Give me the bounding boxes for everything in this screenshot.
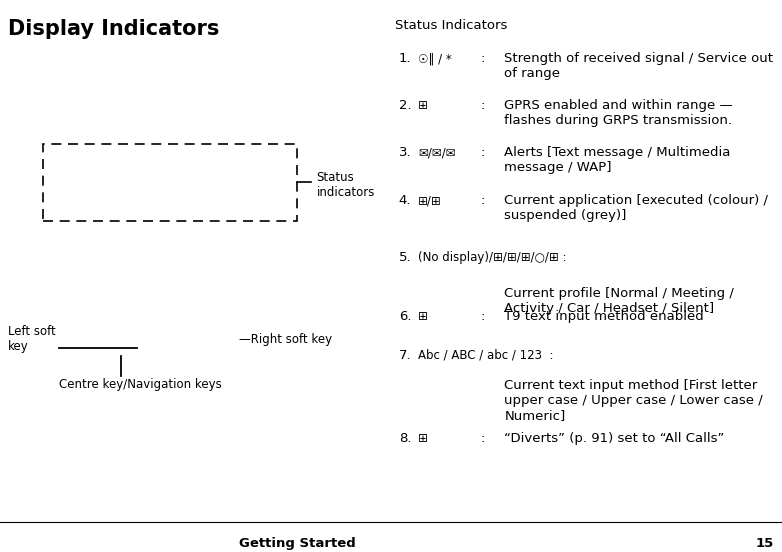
Text: 7.: 7. xyxy=(399,349,411,362)
Text: Strength of received signal / Service out
of range: Strength of received signal / Service ou… xyxy=(504,52,773,81)
Text: ⊞: ⊞ xyxy=(418,432,429,445)
Text: 5.: 5. xyxy=(399,251,411,264)
Text: ✉/✉/✉: ✉/✉/✉ xyxy=(418,146,456,160)
Text: :: : xyxy=(481,310,486,323)
Text: (No display)/⊞/⊞/⊞/○/⊞ :: (No display)/⊞/⊞/⊞/○/⊞ : xyxy=(418,251,567,264)
Text: 8.: 8. xyxy=(399,432,411,445)
Text: Getting Started: Getting Started xyxy=(239,537,356,550)
Text: ⊞: ⊞ xyxy=(418,310,429,323)
Text: :: : xyxy=(481,432,486,445)
Text: Abc / ABC / abc / 123  :: Abc / ABC / abc / 123 : xyxy=(418,349,554,362)
Text: :: : xyxy=(481,52,486,66)
Text: 1.: 1. xyxy=(399,52,411,66)
Text: :: : xyxy=(481,194,486,208)
Text: —Right soft key: —Right soft key xyxy=(239,333,332,346)
Text: 6.: 6. xyxy=(399,310,411,323)
Text: ⊞/⊞: ⊞/⊞ xyxy=(418,194,442,208)
Text: Status Indicators: Status Indicators xyxy=(395,19,508,33)
Text: T9 text input method enabled: T9 text input method enabled xyxy=(504,310,704,323)
Text: Left soft
key: Left soft key xyxy=(8,326,56,353)
Text: :: : xyxy=(481,99,486,113)
Text: GPRS enabled and within range —
flashes during GRPS transmission.: GPRS enabled and within range — flashes … xyxy=(504,99,734,128)
Text: 4.: 4. xyxy=(399,194,411,208)
Text: ☉‖ / *: ☉‖ / * xyxy=(418,52,452,66)
Text: Centre key/Navigation keys: Centre key/Navigation keys xyxy=(59,378,221,391)
Text: Current application [executed (colour) /
suspended (grey)]: Current application [executed (colour) /… xyxy=(504,194,769,222)
Text: Status
indicators: Status indicators xyxy=(317,171,375,199)
Text: “Diverts” (p. 91) set to “All Calls”: “Diverts” (p. 91) set to “All Calls” xyxy=(504,432,725,445)
Text: :: : xyxy=(481,146,486,160)
Text: ⊞: ⊞ xyxy=(418,99,429,113)
Text: Current profile [Normal / Meeting /
Activity / Car / Headset / Silent]: Current profile [Normal / Meeting / Acti… xyxy=(504,287,734,315)
Bar xyxy=(43,144,297,221)
Text: Current text input method [First letter
upper case / Upper case / Lower case /
N: Current text input method [First letter … xyxy=(504,379,763,422)
Text: Alerts [Text message / Multimedia
message / WAP]: Alerts [Text message / Multimedia messag… xyxy=(504,146,730,174)
Text: Display Indicators: Display Indicators xyxy=(8,19,219,39)
Text: 15: 15 xyxy=(756,537,774,550)
Text: 3.: 3. xyxy=(399,146,411,160)
Text: 2.: 2. xyxy=(399,99,411,113)
